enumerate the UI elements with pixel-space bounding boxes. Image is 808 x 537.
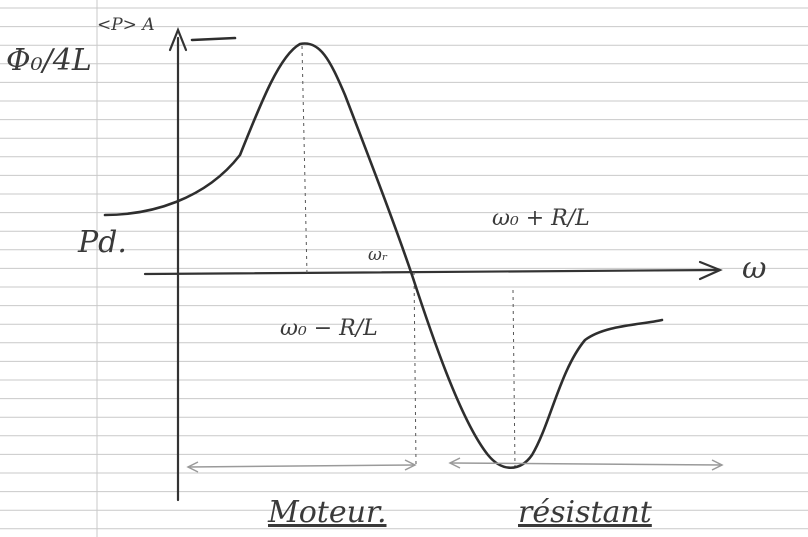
w-plus-label: ω₀ + R/L	[492, 206, 590, 231]
guide-trough	[512, 289, 516, 469]
ruled-lines	[0, 7, 808, 530]
peak-tick	[190, 36, 237, 42]
range-right-line	[449, 462, 723, 466]
range-right-arrow-r	[711, 459, 724, 471]
y-axis-top-label: <P> A	[97, 15, 155, 35]
center-freq-label: ωᵣ	[368, 245, 388, 265]
guide-peak	[301, 45, 308, 276]
power-curve	[103, 42, 664, 470]
x-axis	[143, 268, 720, 276]
range-left-line	[187, 464, 416, 468]
x-axis-arrow	[698, 260, 723, 281]
range-left-arrow-r	[404, 459, 417, 471]
y-axis-arrow	[168, 27, 188, 52]
region-right-label: résistant	[518, 495, 653, 530]
y-axis-side-label: Φ₀/4L	[6, 43, 92, 78]
region-left-label: Moteur.	[267, 495, 387, 530]
y-intercept-label: Pd.	[77, 225, 127, 260]
x-axis-label: ω	[742, 251, 766, 286]
w-minus-label: ω₀ − R/L	[280, 316, 378, 341]
